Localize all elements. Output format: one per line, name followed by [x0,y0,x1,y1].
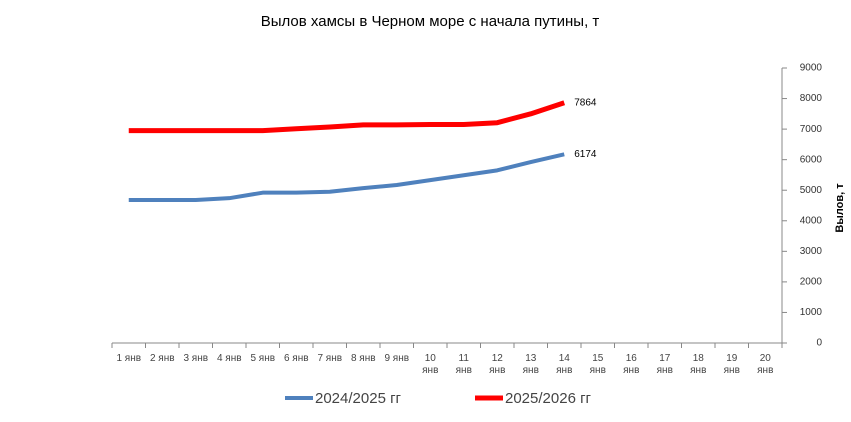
y-tick-label: 8000 [800,93,823,104]
y-tick-label: 5000 [800,185,823,196]
y-tick-label: 9000 [800,63,823,74]
x-tick-label: 7 янв [317,353,343,364]
x-tick-label: 2 янв [149,353,175,364]
y-tick-label: 1000 [800,307,823,318]
data-label: 6174 [574,149,597,160]
y-tick-label: 3000 [800,246,823,257]
data-label: 7864 [574,97,597,108]
y-tick-label: 4000 [800,215,823,226]
x-tick-label: 4 янв [216,353,242,364]
y-tick-label: 6000 [800,154,823,165]
x-tick-label: 3 янв [183,353,209,364]
x-tick-label: 19 янв [723,353,740,376]
x-tick-label: 20 янв [757,353,774,376]
chart-title: Вылов хамсы в Черном море с начала путин… [261,13,600,30]
x-tick-label: 10 янв [422,353,439,376]
legend-label: 2025/2026 гг [505,390,592,407]
x-tick-label: 5 янв [250,353,276,364]
series-line [128,152,565,202]
x-tick-label: 15 янв [589,353,606,376]
x-tick-label: 11 янв [455,353,472,376]
x-tick-label: 17 янв [656,353,673,376]
x-tick-label: 14 янв [556,353,573,376]
x-tick-label: 13 янв [522,353,539,376]
legend-label: 2024/2025 гг [315,390,402,407]
series-line [128,100,566,134]
x-tick-label: 8 янв [350,353,376,364]
x-tick-label: 16 янв [623,353,640,376]
y-tick-label: 7000 [800,124,823,135]
y-tick-label: 2000 [800,277,823,288]
y-tick-label: 0 [816,338,822,349]
x-tick-label: 9 янв [384,353,410,364]
x-tick-label: 18 янв [690,353,707,376]
x-tick-label: 6 янв [283,353,309,364]
x-tick-label: 1 янв [116,353,142,364]
x-tick-label: 12 янв [489,353,506,376]
y-axis-label: Вылов, т [834,183,846,233]
